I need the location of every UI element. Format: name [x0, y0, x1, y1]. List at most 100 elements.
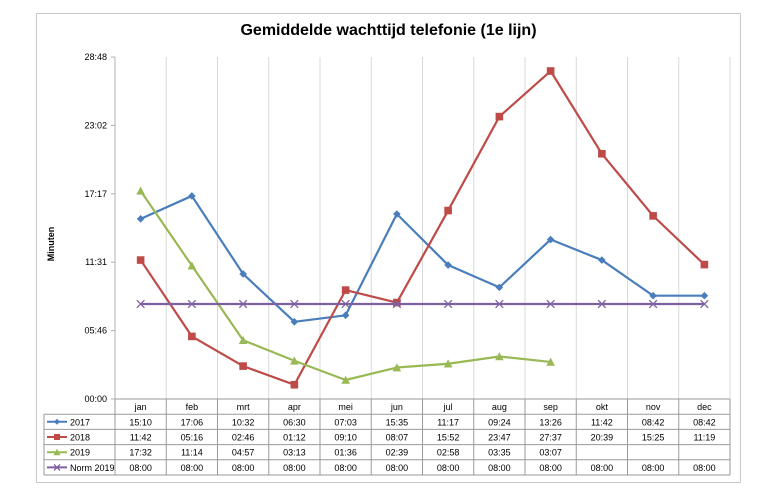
series-line [139, 190, 551, 382]
data-point [443, 299, 453, 309]
data-point [341, 311, 350, 320]
data-point [341, 286, 350, 294]
data-point [700, 291, 709, 300]
table-cell: 03:35 [488, 448, 511, 458]
table-cell: 08:00 [181, 463, 204, 473]
data-point [700, 260, 709, 269]
data-point [598, 149, 606, 158]
table-cell: 15:10 [129, 417, 152, 427]
data-point [597, 299, 607, 309]
data-point [290, 380, 299, 389]
data-point [392, 299, 402, 309]
y-tick-label: 23:02 [84, 120, 107, 130]
data-point [238, 335, 248, 345]
data-point [239, 270, 247, 278]
table-cell: 02:39 [386, 448, 409, 458]
data-point [546, 235, 555, 244]
data-point [546, 357, 555, 366]
data-point [546, 67, 555, 75]
table-cell: 08:00 [334, 463, 357, 473]
table-cell: 08:00 [539, 463, 562, 473]
data-point [649, 291, 657, 300]
table-cell: 11:42 [130, 433, 152, 443]
table-cell: 10:32 [232, 417, 255, 427]
legend-label: 2018 [70, 433, 90, 443]
y-axis-title: Minuten [46, 226, 56, 262]
x-tick-label: jul [443, 402, 453, 412]
x-tick-label: mrt [237, 402, 250, 412]
data-point [444, 261, 452, 269]
x-tick-label: jan [134, 402, 147, 412]
data-point [290, 318, 299, 326]
table-cell: 03:07 [539, 448, 562, 458]
table-cell: 08:00 [488, 463, 511, 473]
x-tick-label: okt [596, 402, 609, 412]
legend-label: Norm 2019 [70, 463, 115, 473]
table-cell: 08:00 [693, 463, 716, 473]
y-tick-label: 17:17 [84, 189, 107, 199]
table-cell: 08:00 [386, 463, 409, 473]
legend-key-marker [54, 434, 60, 440]
chart-title: Gemiddelde wachttijd telefonie (1e lijn) [240, 22, 537, 39]
table-cell: 15:52 [437, 433, 460, 443]
data-point [136, 215, 145, 223]
table-cell: 01:36 [334, 448, 357, 458]
table-cell: 15:25 [642, 433, 665, 443]
table-cell: 05:16 [181, 433, 204, 443]
data-point [238, 299, 248, 309]
table-cell: 08:00 [129, 463, 152, 473]
legend-key-marker [54, 418, 60, 425]
table-cell: 09:24 [488, 417, 511, 427]
table-cell: 03:13 [283, 448, 306, 458]
data-point [495, 283, 504, 292]
data-point [443, 359, 453, 368]
y-tick-label: 00:00 [84, 394, 107, 404]
table-cell: 11:17 [437, 417, 459, 427]
table-cell: 08:00 [642, 463, 665, 473]
data-point [393, 298, 401, 307]
data-point [341, 375, 350, 384]
legend-key-marker [53, 448, 61, 456]
data-point [239, 362, 247, 370]
data-point [598, 256, 606, 264]
data-point [444, 206, 452, 215]
table-cell: 11:19 [693, 433, 715, 443]
series-line [140, 194, 705, 323]
table-cell: 02:58 [437, 448, 460, 458]
table-cell: 20:39 [591, 433, 614, 443]
table-cell: 08:00 [437, 463, 460, 473]
data-point [495, 352, 504, 361]
table-cell: 23:47 [488, 433, 511, 443]
table-cell: 08:00 [591, 463, 614, 473]
table-cell: 15:35 [386, 417, 409, 427]
x-tick-label: aug [492, 402, 507, 412]
table-cell: 11:14 [181, 448, 203, 458]
x-tick-label: mei [338, 402, 353, 412]
legend-label: 2019 [70, 448, 90, 458]
legend-label: 2017 [70, 417, 90, 427]
data-point [290, 299, 299, 309]
x-tick-label: apr [288, 402, 301, 412]
x-tick-label: jun [390, 402, 403, 412]
table-cell: 11:42 [591, 417, 613, 427]
data-point [187, 261, 197, 270]
table-cell: 17:06 [181, 417, 204, 427]
x-tick-label: nov [646, 402, 661, 412]
data-point [546, 299, 555, 309]
data-point [188, 192, 196, 200]
table-cell: 01:12 [283, 433, 306, 443]
series-line [139, 69, 706, 386]
y-tick-label: 05:46 [84, 326, 107, 336]
x-tick-label: sep [543, 402, 558, 412]
x-tick-label: feb [186, 402, 199, 412]
table-cell: 07:03 [334, 417, 357, 427]
table-cell: 08:42 [693, 417, 716, 427]
data-point [290, 356, 299, 365]
chart-frame [36, 13, 741, 483]
data-point [188, 332, 196, 341]
table-cell: 17:32 [129, 448, 152, 458]
data-point [393, 210, 401, 218]
legend-key-marker [53, 463, 61, 471]
table-cell: 04:57 [232, 448, 255, 458]
